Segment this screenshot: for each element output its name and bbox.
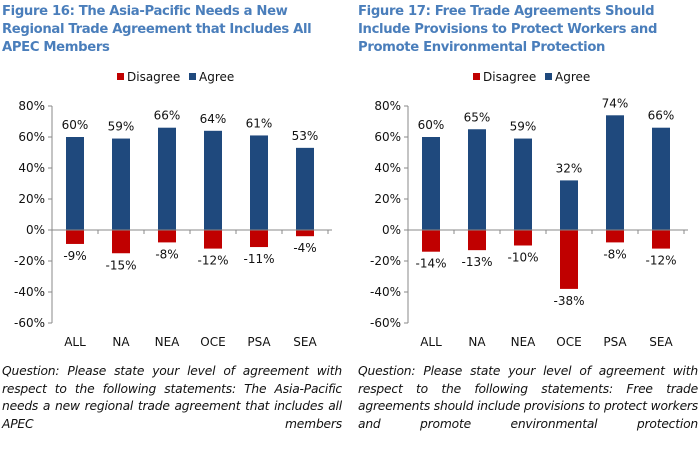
bar-disagree-psa: [606, 230, 624, 243]
data-label: -13%: [461, 255, 492, 269]
bar-agree-oce: [204, 130, 222, 230]
x-tick-label: ALL: [420, 335, 442, 349]
data-label: 32%: [556, 161, 583, 175]
bar-agree-oce: [560, 180, 578, 230]
y-tick-label: 0%: [382, 223, 401, 237]
data-label: 74%: [602, 96, 629, 110]
bar-disagree-na: [468, 230, 486, 251]
data-label: 59%: [510, 120, 537, 134]
y-tick-label: -40%: [14, 285, 45, 299]
x-tick-label: NEA: [511, 335, 537, 349]
y-tick-label: -20%: [370, 254, 401, 268]
x-tick-label: SEA: [293, 335, 317, 349]
bar-disagree-all: [422, 230, 440, 252]
bar-agree-sea: [296, 147, 314, 230]
data-label: 53%: [292, 129, 319, 143]
chart-title: Figure 17: Free Trade Agreements Should …: [358, 4, 658, 55]
data-label: -11%: [243, 252, 274, 266]
data-label: -14%: [415, 257, 446, 271]
chart-caption: Question: Please state your level of agr…: [358, 364, 698, 432]
bar-agree-na: [112, 138, 130, 230]
chart-title: Figure 16: The Asia-Pacific Needs a New …: [2, 4, 312, 55]
bar-agree-sea: [652, 127, 670, 230]
y-tick-label: 80%: [18, 99, 45, 113]
data-label: -8%: [155, 247, 178, 261]
chart-caption: Question: Please state your level of agr…: [2, 364, 342, 432]
legend-label-disagree: Disagree: [483, 70, 536, 84]
bar-agree-psa: [606, 115, 624, 230]
figure-17-chart: 80% 60% 40% 20% 0% -20% -40% -60% Disagree Agree -…: [370, 70, 688, 349]
bar-agree-psa: [250, 135, 268, 230]
x-tick-label: NA: [468, 335, 486, 349]
x-tick-label: NEA: [155, 335, 181, 349]
data-label: 66%: [648, 109, 675, 123]
bar-agree-all: [66, 137, 84, 230]
data-label: -8%: [603, 247, 626, 261]
data-label: 66%: [154, 109, 181, 123]
data-label: -12%: [197, 254, 228, 268]
data-label: 59%: [108, 120, 135, 134]
y-tick-label: 80%: [374, 99, 401, 113]
bar-disagree-nea: [514, 230, 532, 246]
bar-agree-all: [422, 137, 440, 230]
x-tick-label: PSA: [603, 335, 627, 349]
data-label: 65%: [464, 110, 491, 124]
x-tick-label: ALL: [64, 335, 86, 349]
data-label: -9%: [63, 249, 86, 263]
legend-swatch-disagree: [473, 73, 480, 80]
y-tick-label: 20%: [374, 192, 401, 206]
data-label: -10%: [507, 251, 538, 265]
bar-disagree-sea: [296, 230, 314, 237]
y-tick-label: 40%: [374, 161, 401, 175]
x-tick-label: SEA: [649, 335, 673, 349]
bar-disagree-na: [112, 230, 130, 254]
bar-agree-na: [468, 129, 486, 230]
data-label: 60%: [62, 118, 89, 132]
data-label: -4%: [293, 241, 316, 255]
bar-disagree-oce: [204, 230, 222, 249]
y-tick-label: 60%: [18, 130, 45, 144]
legend-swatch-agree: [545, 73, 552, 80]
bar-agree-nea: [514, 138, 532, 230]
legend-swatch-disagree: [117, 73, 124, 80]
bar-disagree-all: [66, 230, 84, 244]
figure-17-panel: Figure 17: Free Trade Agreements Should …: [350, 0, 700, 431]
y-tick-label: 40%: [18, 161, 45, 175]
bar-disagree-sea: [652, 230, 670, 249]
y-tick-label: -60%: [14, 316, 45, 330]
data-label: 61%: [246, 116, 273, 130]
legend-swatch-agree: [189, 73, 196, 80]
y-tick-label: 20%: [18, 192, 45, 206]
figure-16-panel: Figure 16: The Asia-Pacific Needs a New …: [0, 0, 350, 431]
bar-disagree-psa: [250, 230, 268, 248]
x-tick-label: PSA: [247, 335, 271, 349]
y-tick-label: 0%: [26, 223, 45, 237]
data-label: 60%: [418, 118, 445, 132]
x-tick-label: OCE: [556, 335, 581, 349]
legend-label-disagree: Disagree: [127, 70, 180, 84]
legend-label-agree: Agree: [199, 70, 234, 84]
bar-disagree-nea: [158, 230, 176, 243]
x-tick-label: OCE: [200, 335, 225, 349]
figure-16-chart: 80% 60% 40% 20% 0% -20% -40% -60% Disagree Agree -…: [14, 70, 332, 349]
data-label: -38%: [553, 294, 584, 308]
y-tick-label: -60%: [370, 316, 401, 330]
y-tick-label: 60%: [374, 130, 401, 144]
data-label: 64%: [200, 112, 227, 126]
legend-label-agree: Agree: [555, 70, 590, 84]
bar-agree-nea: [158, 127, 176, 230]
x-tick-label: NA: [112, 335, 130, 349]
bar-disagree-oce: [560, 230, 578, 289]
y-tick-label: -40%: [370, 285, 401, 299]
data-label: -12%: [645, 254, 676, 268]
data-label: -15%: [105, 258, 136, 272]
y-tick-label: -20%: [14, 254, 45, 268]
